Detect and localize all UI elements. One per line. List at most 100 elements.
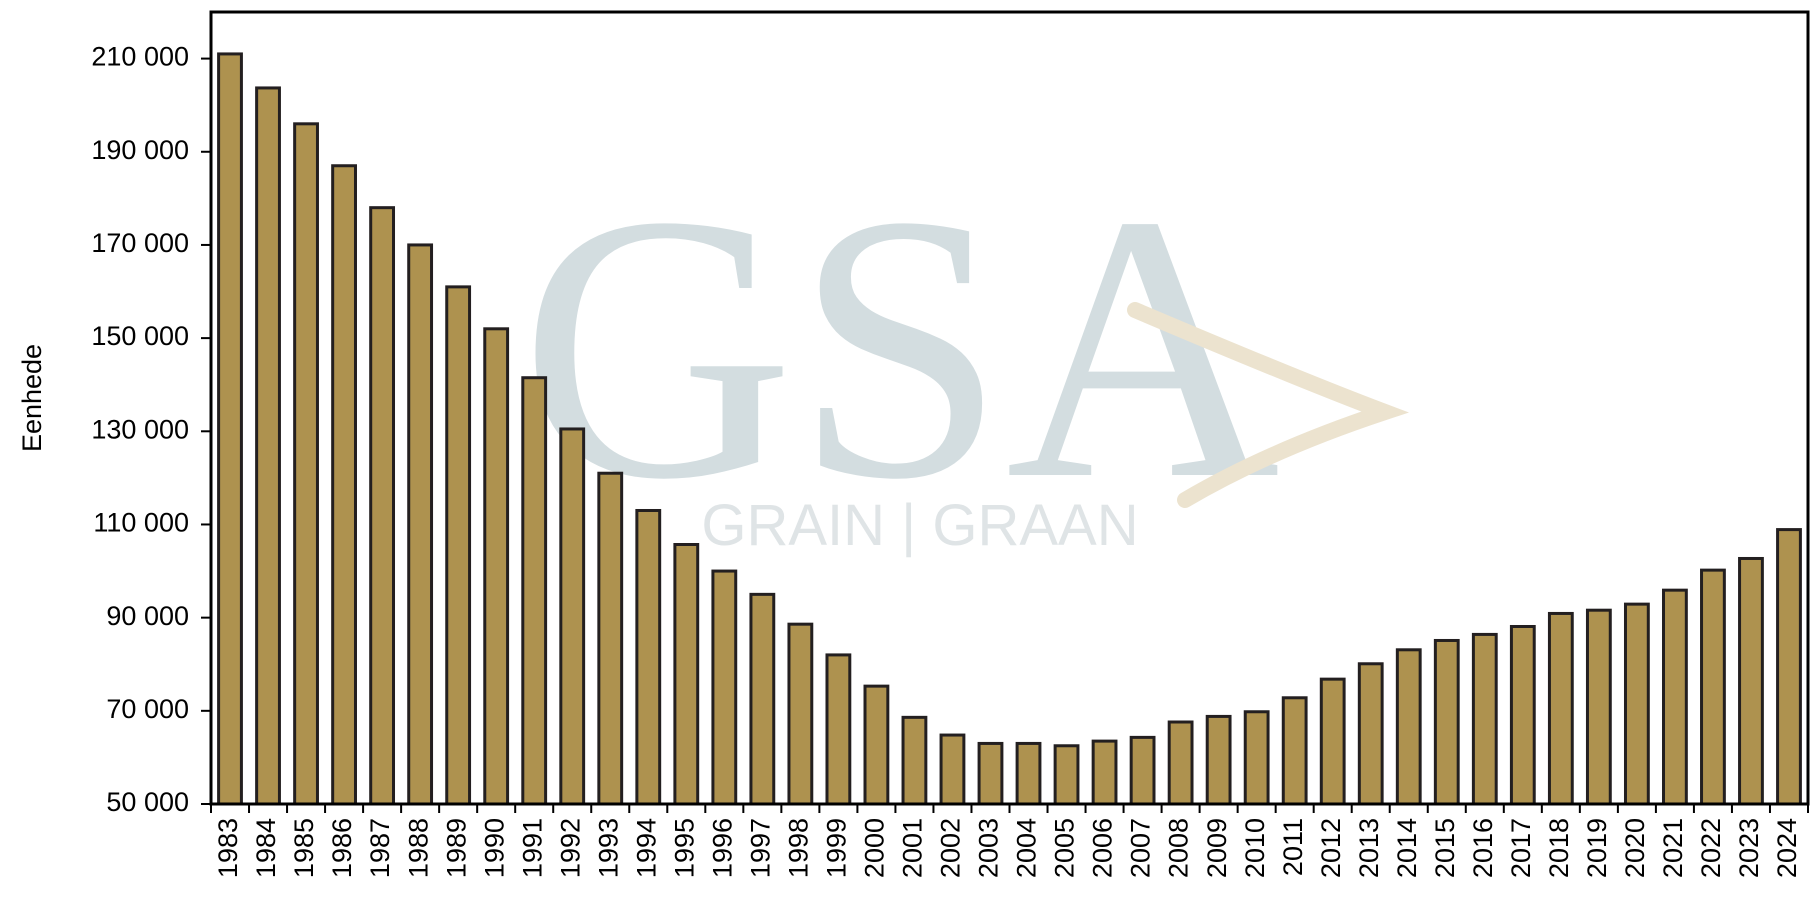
y-tick-label: 50 000 — [106, 787, 189, 817]
plot-frame — [209, 10, 1810, 806]
x-tick-label: 1997 — [745, 818, 775, 878]
x-tick-label: 1984 — [251, 818, 281, 878]
x-tick-label: 2010 — [1240, 818, 1270, 878]
y-tick-label: 110 000 — [93, 508, 189, 538]
x-tick-label: 2018 — [1544, 818, 1574, 878]
bar — [331, 164, 357, 806]
x-tick-label: 1999 — [822, 818, 852, 878]
y-tick-label: 170 000 — [91, 228, 189, 258]
bar — [1281, 696, 1308, 806]
bar — [1623, 602, 1650, 806]
bar — [217, 52, 243, 806]
x-tick-label: 1998 — [783, 818, 813, 878]
x-tick-label: 2011 — [1278, 818, 1308, 876]
bar — [1357, 662, 1384, 806]
bar — [1662, 588, 1688, 806]
x-tick-label: 2021 — [1658, 818, 1688, 878]
x-tick-label: 1986 — [327, 818, 357, 878]
bar — [521, 376, 548, 806]
bar — [1585, 608, 1612, 806]
bar — [1776, 528, 1802, 806]
x-tick-label: 2005 — [1050, 818, 1080, 878]
bar — [673, 543, 700, 806]
x-tick-label: 2012 — [1316, 818, 1346, 878]
x-tick-label: 1990 — [479, 818, 509, 878]
bar — [977, 741, 1004, 806]
x-tick-label: 2002 — [936, 818, 966, 878]
y-tick-label: 90 000 — [106, 601, 189, 631]
bar — [749, 592, 776, 806]
x-tick-label: 1985 — [289, 818, 319, 878]
bar — [1395, 648, 1422, 806]
x-tick-label: 1987 — [365, 818, 395, 878]
x-tick-label: 1996 — [707, 818, 737, 878]
x-tick-label: 2020 — [1620, 818, 1650, 878]
x-tick-label: 2006 — [1088, 818, 1118, 878]
bar — [255, 86, 281, 806]
x-tick-label: 2019 — [1582, 818, 1612, 878]
y-tick-label: 190 000 — [91, 135, 189, 165]
x-tick-label: 1989 — [441, 818, 471, 878]
y-tick-label: 150 000 — [91, 321, 189, 351]
y-tick-label: 210 000 — [91, 42, 189, 72]
bar — [825, 653, 852, 806]
bar — [1015, 741, 1042, 806]
bar — [1433, 638, 1460, 806]
bar — [1205, 714, 1232, 806]
x-tick-label: 2007 — [1126, 818, 1156, 878]
x-tick-label: 2008 — [1164, 818, 1194, 878]
y-tick-label: 70 000 — [106, 694, 189, 724]
x-tick-label: 2015 — [1430, 818, 1460, 878]
x-tick-label: 2016 — [1468, 818, 1498, 878]
bar — [407, 243, 434, 806]
bar — [483, 327, 510, 806]
x-tick-label: 2009 — [1202, 818, 1232, 878]
bar — [369, 206, 396, 806]
bar — [1547, 611, 1574, 806]
x-tick-label: 1995 — [669, 818, 699, 878]
x-tick-label: 1988 — [403, 818, 433, 878]
watermark-logo: GSA — [520, 137, 1280, 558]
bar — [1700, 568, 1726, 806]
x-tick-label: 2004 — [1012, 818, 1042, 878]
bar — [1319, 677, 1346, 806]
bar — [787, 622, 814, 806]
bar — [1738, 556, 1764, 806]
bar — [1053, 744, 1080, 806]
bar — [863, 684, 890, 806]
bar — [901, 715, 928, 806]
watermark-swoosh — [1127, 302, 1410, 508]
watermark-tagline: GRAIN | GRAAN — [701, 493, 1138, 558]
x-tick-label: 1983 — [213, 818, 243, 878]
watermark: GSA GRAIN | GRAAN — [520, 137, 1410, 558]
x-tick-label: 1992 — [555, 818, 585, 878]
x-tick-label: 2024 — [1772, 818, 1802, 878]
bar — [597, 471, 624, 806]
x-tick-label: 1993 — [593, 818, 623, 878]
x-tick-label: 1994 — [631, 818, 661, 878]
y-axis-label: Eenhede — [17, 344, 47, 452]
x-tick-label: 2003 — [974, 818, 1004, 878]
bar — [711, 569, 738, 806]
x-tick-label: 2023 — [1734, 818, 1764, 878]
bar — [445, 285, 472, 806]
bar — [1167, 720, 1194, 806]
x-tick-label: 2000 — [860, 818, 890, 878]
bar — [1471, 632, 1498, 806]
y-tick-label: 130 000 — [91, 414, 189, 444]
bar — [1129, 735, 1156, 806]
x-tick-label: 2013 — [1354, 818, 1384, 878]
x-tick-label: 2017 — [1506, 818, 1536, 878]
x-tick-label: 2001 — [898, 818, 928, 878]
bar — [293, 122, 319, 806]
bar — [1509, 624, 1536, 806]
bar — [635, 508, 662, 806]
bar — [1243, 710, 1270, 806]
bar — [559, 427, 586, 806]
x-tick-label: 2022 — [1696, 818, 1726, 878]
bar — [939, 733, 966, 806]
x-tick-label: 1991 — [517, 818, 547, 878]
bar — [1091, 739, 1118, 806]
